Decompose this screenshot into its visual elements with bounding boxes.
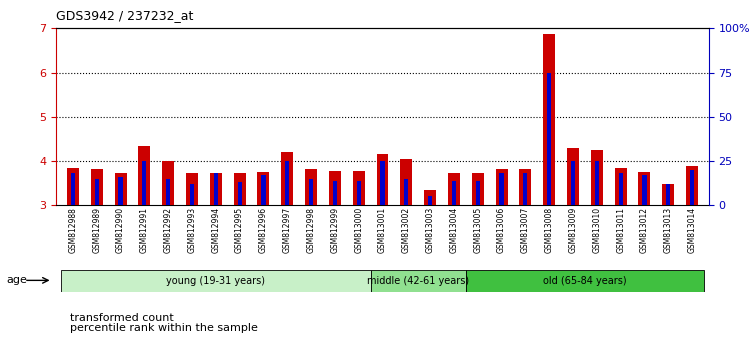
Bar [238, 182, 242, 205]
Bar [305, 169, 317, 205]
Bar [142, 161, 146, 205]
Text: age: age [6, 275, 27, 285]
Text: percentile rank within the sample: percentile rank within the sample [70, 323, 258, 333]
Bar [642, 175, 646, 205]
Bar [380, 161, 385, 205]
Bar [166, 179, 170, 205]
Bar [285, 161, 290, 205]
Bar [376, 154, 388, 205]
Bar [162, 161, 174, 205]
Bar [466, 269, 704, 292]
Bar [115, 173, 127, 205]
Bar [567, 148, 579, 205]
Bar [496, 169, 508, 205]
Bar [257, 172, 269, 205]
Bar [448, 173, 460, 205]
Bar [210, 173, 222, 205]
Bar [234, 173, 245, 205]
Bar [619, 173, 622, 205]
Bar [666, 184, 670, 205]
Text: GDS3942 / 237232_at: GDS3942 / 237232_at [56, 9, 194, 22]
Bar [370, 269, 466, 292]
Bar [524, 173, 527, 205]
Text: middle (42-61 years): middle (42-61 years) [368, 275, 470, 286]
Bar [139, 145, 150, 205]
Bar [309, 179, 314, 205]
Bar [662, 184, 674, 205]
Bar [690, 170, 694, 205]
Bar [356, 181, 361, 205]
Bar [214, 173, 218, 205]
Bar [428, 196, 432, 205]
Bar [520, 169, 531, 205]
Bar [261, 175, 266, 205]
Bar [595, 161, 599, 205]
Bar [400, 159, 412, 205]
Bar [476, 181, 480, 205]
Bar [404, 179, 409, 205]
Bar [352, 171, 364, 205]
Bar [91, 169, 103, 205]
Bar [70, 173, 75, 205]
Text: transformed count: transformed count [70, 313, 173, 323]
Bar [591, 150, 603, 205]
Text: old (65-84 years): old (65-84 years) [543, 275, 627, 286]
Text: young (19-31 years): young (19-31 years) [166, 275, 266, 286]
Bar [543, 34, 555, 205]
Bar [333, 181, 337, 205]
Bar [615, 168, 626, 205]
Bar [67, 168, 79, 205]
Bar [472, 173, 484, 205]
Bar [638, 172, 650, 205]
Bar [452, 181, 456, 205]
Bar [500, 173, 504, 205]
Bar [424, 190, 436, 205]
Bar [118, 177, 123, 205]
Bar [686, 166, 698, 205]
Bar [281, 152, 293, 205]
Bar [190, 184, 194, 205]
Bar [186, 173, 198, 205]
Bar [547, 73, 551, 205]
Bar [571, 161, 575, 205]
Bar [61, 269, 370, 292]
Bar [329, 171, 340, 205]
Bar [94, 179, 99, 205]
